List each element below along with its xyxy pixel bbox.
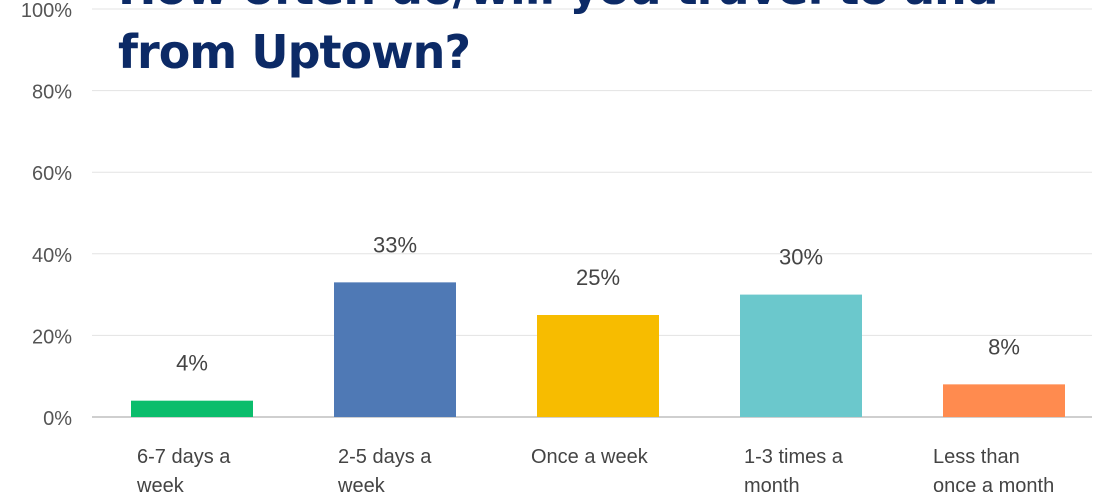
y-tick-label: 20% xyxy=(32,326,72,348)
x-category-label: 6-7 days a week xyxy=(136,446,231,497)
gridlines xyxy=(92,8,1092,418)
bar-value-label: 33% xyxy=(373,232,417,257)
x-axis-category-labels: 6-7 days a week 2-5 days a week Once a week 1… xyxy=(136,446,1054,497)
y-axis-tick-labels: 0% 20% 40% 60% 80% 100% xyxy=(21,0,72,430)
x-category-label: 2-5 days a week xyxy=(337,446,432,497)
bar xyxy=(334,282,456,417)
x-category-label: 1-3 times a month xyxy=(744,446,844,497)
y-tick-label: 0% xyxy=(43,408,72,430)
bar-value-label: 8% xyxy=(988,334,1020,359)
x-category-label: Less than once a month xyxy=(933,446,1054,497)
bar xyxy=(740,294,862,417)
y-tick-label: 40% xyxy=(32,245,72,267)
data-labels: 4% 33% 25% 30% 8% xyxy=(176,232,1020,375)
bars xyxy=(131,282,1065,417)
chart-title: How often do/will you travel to andfrom … xyxy=(118,0,999,79)
bar-value-label: 4% xyxy=(176,351,208,376)
bar xyxy=(943,384,1065,417)
bar xyxy=(537,315,659,417)
y-tick-label: 80% xyxy=(32,82,72,104)
chart-title-text: How often do/will you travel to andfrom … xyxy=(118,0,998,79)
x-category-label: Once a week xyxy=(531,446,649,468)
y-tick-label: 60% xyxy=(32,163,72,185)
bar xyxy=(131,400,253,417)
y-tick-label: 100% xyxy=(21,0,72,22)
bar-value-label: 30% xyxy=(779,245,823,270)
bar-value-label: 25% xyxy=(576,265,620,290)
